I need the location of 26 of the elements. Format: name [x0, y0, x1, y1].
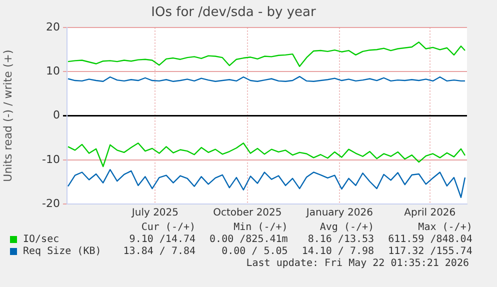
text: Max (-/+) — [417, 222, 472, 234]
x-tick-label: July 2025 — [130, 208, 179, 219]
text: 9.10 /14.74 — [128, 234, 196, 246]
y-tick-label: -10 — [42, 152, 60, 166]
text: Last update: Fri May 22 01:35:21 2026 — [246, 258, 469, 269]
x-tick-label: October 2025 — [213, 208, 282, 219]
text: 8.16 /13.53 — [306, 234, 374, 246]
text: 611.59 /848.04 — [387, 234, 472, 246]
text: 0.00 / 5.05 — [220, 246, 288, 258]
legend-label: Req Size (KB) — [22, 246, 102, 258]
text: Min (-/+) — [232, 222, 288, 234]
text: 13.84 / 7.84 — [122, 246, 196, 258]
y-tick-label: -20 — [42, 196, 60, 210]
text: 0.00 /825.41m — [208, 234, 288, 246]
text: Avg (-/+) — [318, 222, 374, 234]
chart-title: IOs for /dev/sda - by year — [151, 5, 317, 20]
text: 14.10 / 7.98 — [300, 246, 374, 258]
legend-label: IO/sec — [22, 234, 60, 246]
text: 117.32 /155.74 — [387, 246, 472, 258]
y-tick-label: 20 — [46, 20, 60, 34]
x-tick-label: April 2026 — [404, 208, 456, 219]
x-tick-label: January 2026 — [305, 208, 373, 219]
y-tick-label: 10 — [46, 64, 60, 78]
y-tick-label: 0 — [53, 108, 60, 122]
y-axis-title: Units read (-) / write (+) — [1, 50, 14, 182]
text: Cur (-/+) — [140, 222, 196, 234]
